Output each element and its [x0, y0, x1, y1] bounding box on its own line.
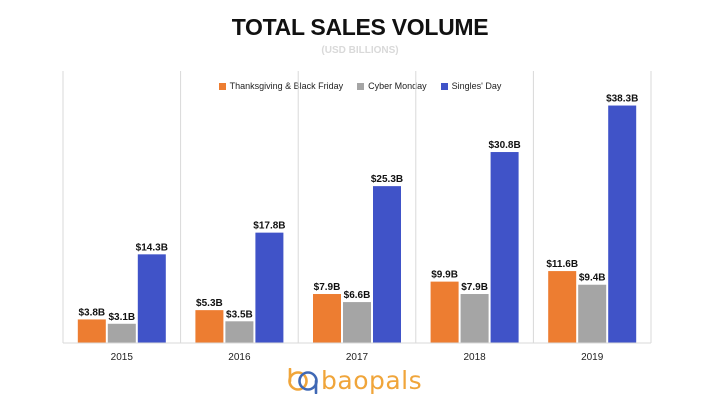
bar	[255, 232, 284, 343]
data-label: $25.3B	[371, 174, 403, 185]
data-label: $7.9B	[314, 282, 341, 293]
bar	[195, 310, 224, 343]
legend-swatch-singles-day	[440, 82, 448, 90]
legend-item-cyber-monday: Cyber Monday	[357, 81, 427, 91]
data-label: $38.3B	[606, 94, 638, 105]
chart-title: TOTAL SALES VOLUME	[231, 14, 489, 40]
x-tick-label: 2017	[346, 352, 369, 363]
legend-item-singles-day: Singles' Day	[440, 81, 502, 91]
data-label: $9.9B	[431, 270, 458, 281]
bar	[578, 284, 607, 343]
bar	[548, 271, 577, 343]
legend-label-thanksgiving: Thanksgiving & Black Friday	[229, 81, 344, 91]
bar	[608, 105, 637, 343]
data-label: $9.4B	[579, 273, 606, 284]
legend-swatch-thanksgiving	[218, 82, 226, 90]
bar	[137, 254, 166, 343]
bar	[430, 281, 459, 343]
bar	[490, 152, 519, 343]
bar	[313, 294, 341, 343]
data-label: $6.6B	[344, 290, 371, 301]
data-label: $14.3B	[136, 242, 168, 253]
data-label: $3.8B	[78, 307, 105, 318]
x-tick-label: 2016	[228, 352, 251, 363]
baopals-logo-icon	[288, 367, 318, 394]
data-label: $11.6B	[546, 259, 578, 270]
bar	[343, 302, 371, 343]
bar	[77, 319, 106, 343]
x-tick-label: 2018	[463, 352, 486, 363]
chart-subtitle: (USD BILLIONS)	[321, 45, 399, 56]
legend-item-thanksgiving: Thanksgiving & Black Friday	[218, 81, 344, 91]
baopals-logo-text: baopals	[321, 366, 423, 395]
bar	[460, 294, 489, 343]
bar	[107, 323, 136, 343]
data-label: $17.8B	[253, 221, 285, 232]
legend-swatch-cyber-monday	[357, 82, 365, 90]
chart-legend: Thanksgiving & Black Friday Cyber Monday…	[0, 81, 720, 91]
x-tick-label: 2019	[581, 352, 604, 363]
legend-label-singles-day: Singles' Day	[451, 81, 502, 91]
baopals-logo: baopals	[288, 366, 422, 395]
bar	[373, 186, 401, 343]
x-tick-label: 2015	[111, 352, 134, 363]
data-label: $5.3B	[196, 298, 223, 309]
legend-label-cyber-monday: Cyber Monday	[368, 81, 427, 91]
data-label: $3.5B	[226, 309, 253, 320]
data-label: $3.1B	[108, 312, 135, 323]
bar	[225, 321, 254, 343]
data-label: $30.8B	[488, 140, 520, 151]
data-label: $7.9B	[461, 282, 488, 293]
